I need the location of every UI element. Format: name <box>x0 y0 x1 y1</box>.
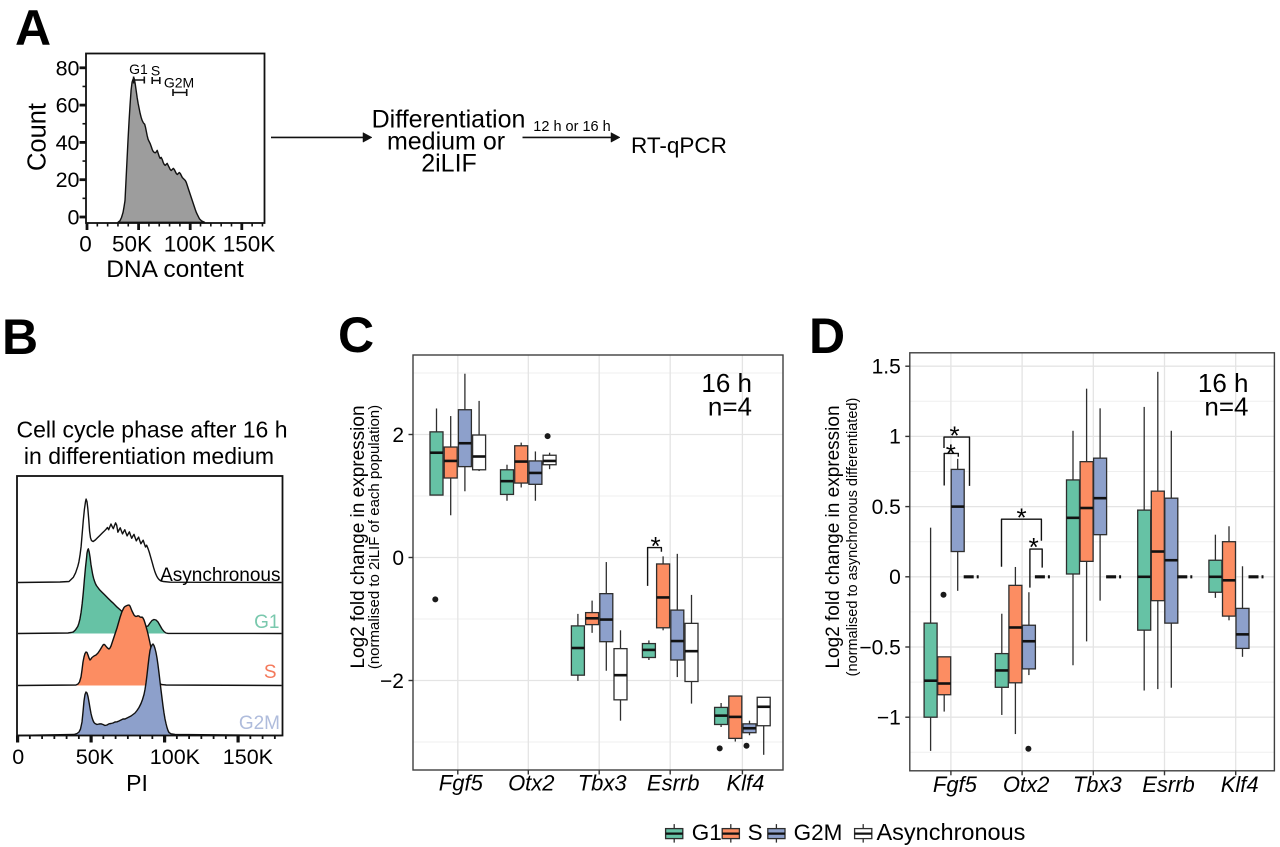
svg-text:(normalised to asynchronous di: (normalised to asynchronous differentiat… <box>845 398 861 677</box>
svg-text:*: * <box>1029 532 1039 562</box>
svg-text:0: 0 <box>889 566 901 589</box>
svg-text:Differentiation: Differentiation <box>372 106 526 134</box>
svg-text:G1: G1 <box>129 61 148 77</box>
svg-text:n=4: n=4 <box>708 392 752 422</box>
svg-text:1.5: 1.5 <box>872 356 901 379</box>
svg-text:0.5: 0.5 <box>872 496 901 519</box>
svg-text:Log2 fold change in expression: Log2 fold change in expression <box>823 405 844 668</box>
svg-text:DNA content: DNA content <box>106 256 244 283</box>
svg-text:G1: G1 <box>254 612 279 633</box>
svg-text:0: 0 <box>79 232 92 257</box>
svg-text:S: S <box>151 63 160 79</box>
svg-text:0: 0 <box>392 547 404 570</box>
svg-text:G1: G1 <box>692 820 722 845</box>
svg-text:150K: 150K <box>223 745 274 769</box>
svg-text:S: S <box>264 662 277 683</box>
svg-text:n=4: n=4 <box>1204 392 1248 422</box>
svg-text:Asynchronous: Asynchronous <box>877 819 1026 845</box>
svg-text:*: * <box>950 420 960 450</box>
svg-text:G2M: G2M <box>239 713 280 734</box>
svg-text:40: 40 <box>56 131 80 155</box>
svg-text:50K: 50K <box>112 232 152 257</box>
svg-text:0: 0 <box>12 745 24 769</box>
svg-text:*: * <box>946 438 956 468</box>
svg-text:−2: −2 <box>380 670 404 693</box>
svg-text:D: D <box>809 308 845 364</box>
svg-text:Tbx3: Tbx3 <box>1073 772 1123 797</box>
svg-text:medium or: medium or <box>387 128 505 156</box>
svg-text:Tbx3: Tbx3 <box>578 771 628 796</box>
svg-text:Otx2: Otx2 <box>1003 772 1049 797</box>
svg-text:150K: 150K <box>223 232 276 257</box>
svg-text:PI: PI <box>126 770 148 796</box>
svg-text:100K: 100K <box>164 232 217 257</box>
svg-text:12 h or 16 h: 12 h or 16 h <box>533 119 610 135</box>
svg-text:*: * <box>1016 503 1026 533</box>
svg-text:−0.5: −0.5 <box>859 636 900 659</box>
svg-text:20: 20 <box>56 168 80 192</box>
svg-text:G2M: G2M <box>794 820 843 845</box>
svg-text:0: 0 <box>68 206 80 230</box>
svg-text:1: 1 <box>889 426 901 449</box>
svg-text:Fgf5: Fgf5 <box>439 771 484 796</box>
svg-text:G2M: G2M <box>164 75 194 91</box>
svg-text:Otx2: Otx2 <box>508 771 554 796</box>
svg-text:Fgf5: Fgf5 <box>933 772 978 797</box>
svg-text:16 h: 16 h <box>1198 368 1249 398</box>
svg-text:Klf4: Klf4 <box>726 771 764 796</box>
svg-text:60: 60 <box>56 94 80 118</box>
svg-text:A: A <box>15 0 51 56</box>
svg-text:RT-qPCR: RT-qPCR <box>631 133 727 158</box>
svg-text:C: C <box>338 307 374 363</box>
svg-text:Count: Count <box>24 103 52 171</box>
svg-text:Cell cycle phase after 16 h: Cell cycle phase after 16 h <box>16 417 287 443</box>
svg-text:*: * <box>650 531 660 561</box>
svg-text:2: 2 <box>392 424 404 447</box>
svg-text:80: 80 <box>56 56 80 80</box>
svg-text:Klf4: Klf4 <box>1221 772 1259 797</box>
svg-text:B: B <box>2 309 38 365</box>
svg-text:Esrrb: Esrrb <box>1142 772 1195 797</box>
svg-text:Log2 fold change in expression: Log2 fold change in expression <box>348 405 369 668</box>
svg-text:in differentiation medium: in differentiation medium <box>24 443 274 469</box>
svg-text:16 h: 16 h <box>701 368 752 398</box>
svg-text:(normalised to 2iLIF of each p: (normalised to 2iLIF of each population) <box>366 405 383 669</box>
svg-text:−1: −1 <box>877 707 901 730</box>
svg-text:S: S <box>748 820 763 845</box>
svg-text:50K: 50K <box>76 745 115 769</box>
svg-text:2iLIF: 2iLIF <box>421 150 477 178</box>
svg-text:Esrrb: Esrrb <box>647 771 700 796</box>
svg-text:100K: 100K <box>150 745 201 769</box>
svg-text:Asynchronous: Asynchronous <box>160 565 280 586</box>
